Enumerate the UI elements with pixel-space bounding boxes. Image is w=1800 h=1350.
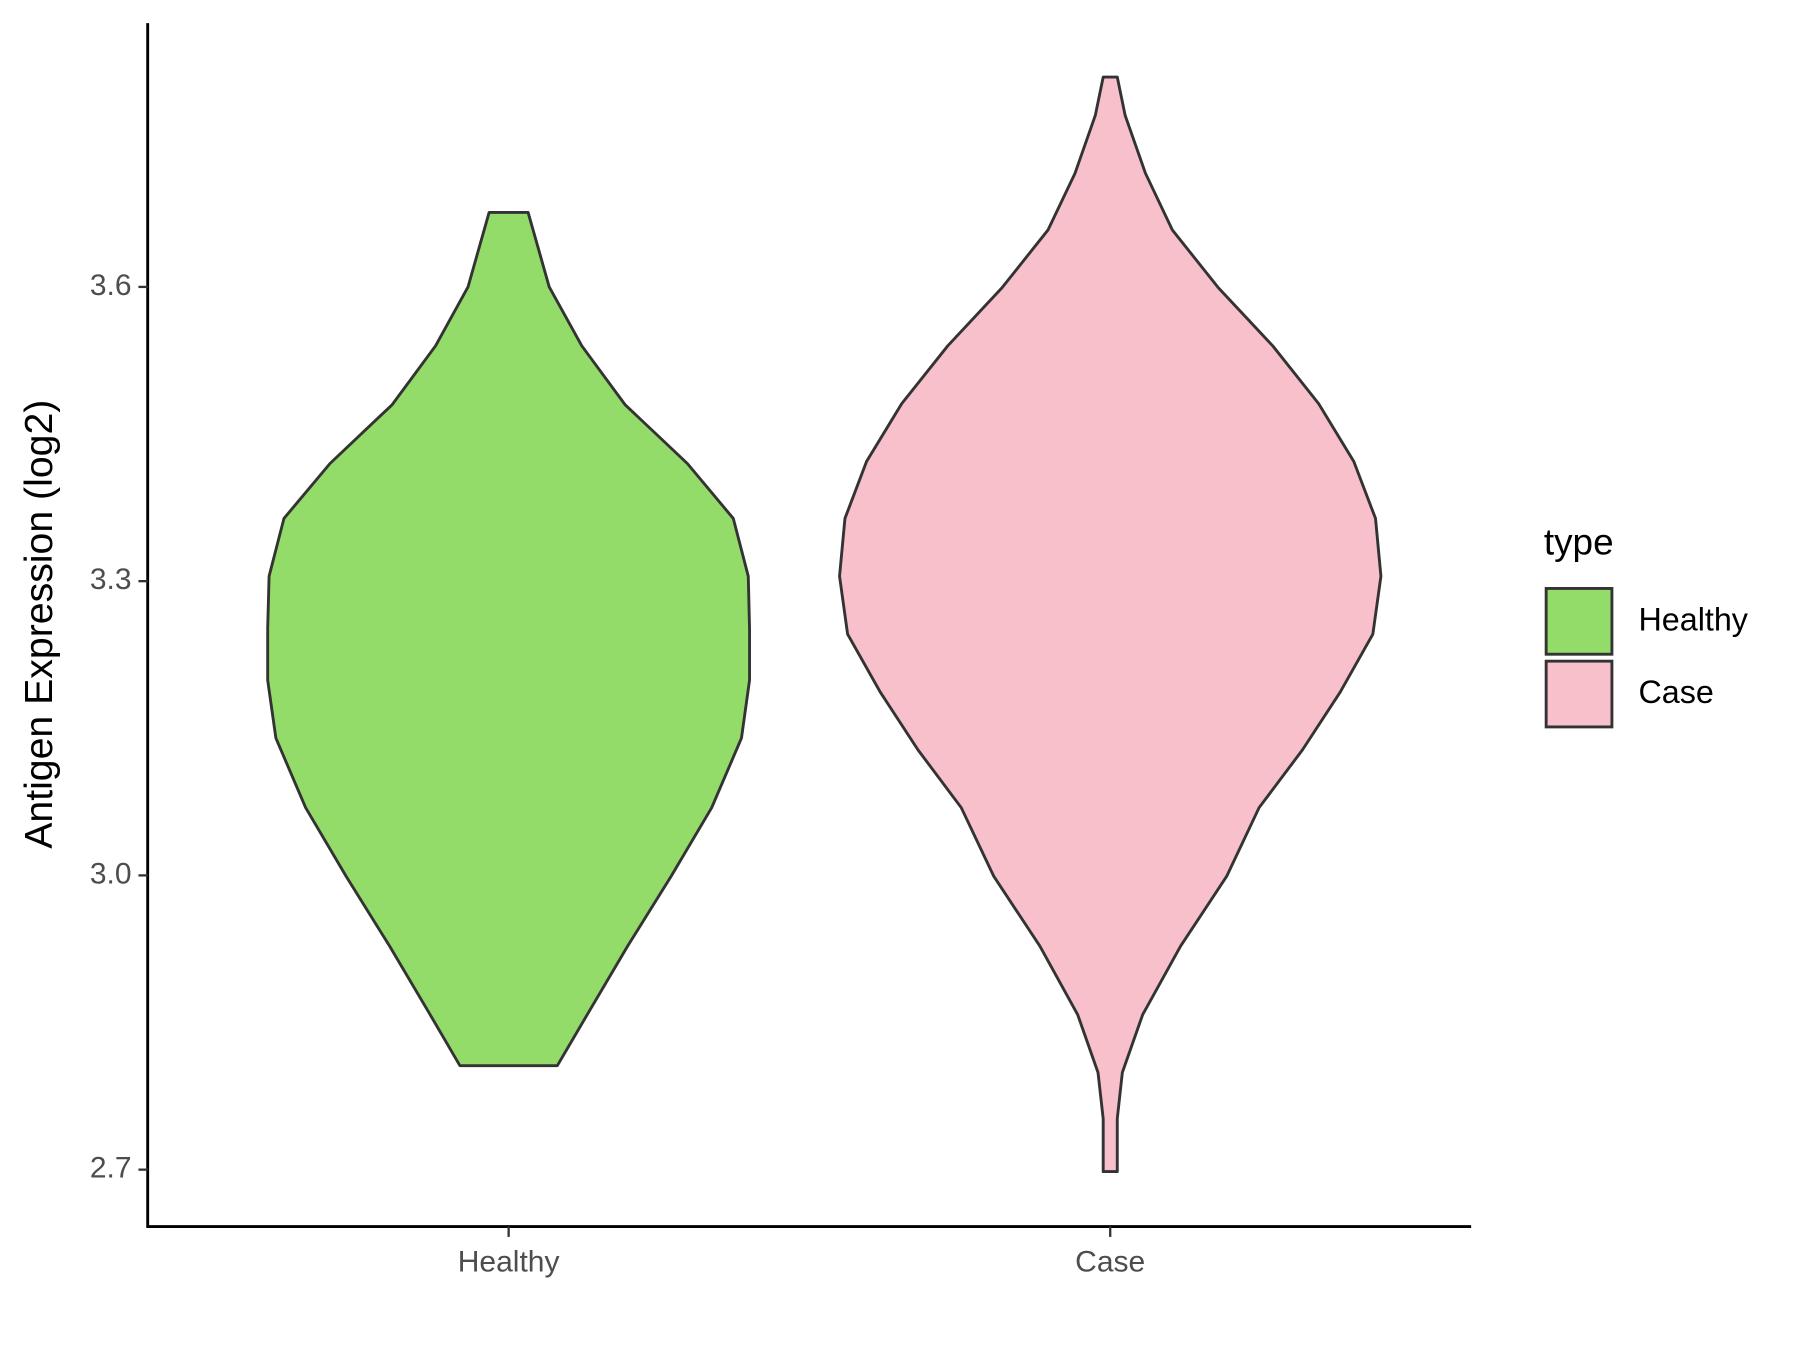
y-tick-label: 2.7 (90, 1152, 132, 1185)
legend-title: type (1544, 521, 1614, 562)
x-tick-label: Healthy (458, 1245, 560, 1278)
legend-label: Case (1638, 674, 1713, 710)
x-tick-label: Case (1075, 1245, 1145, 1278)
violin (838, 75, 1383, 1174)
legend-key (1544, 587, 1614, 656)
y-tick-label: 3.3 (90, 563, 132, 596)
legend-label: Healthy (1638, 601, 1748, 637)
legend-key (1544, 659, 1614, 729)
y-axis-title: Antigen Expression (log2) (17, 400, 61, 849)
y-tick-label: 3.0 (90, 857, 132, 890)
violin (266, 210, 751, 1068)
y-tick-label: 3.6 (90, 269, 132, 302)
